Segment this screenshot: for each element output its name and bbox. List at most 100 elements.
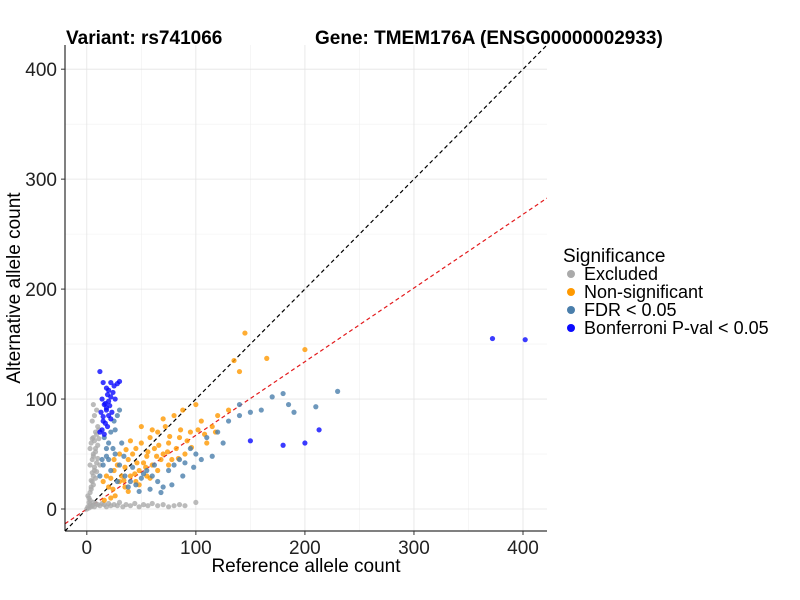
point-non-significant	[160, 416, 166, 422]
point-fdr-0-05	[291, 409, 297, 415]
point-excluded	[87, 445, 93, 452]
point-fdr-0-05	[187, 445, 194, 452]
point-non-significant	[125, 488, 131, 495]
point-non-significant	[122, 464, 128, 470]
point-fdr-0-05	[103, 453, 110, 459]
point-fdr-0-05	[335, 388, 341, 394]
point-excluded	[182, 503, 188, 509]
point-fdr-0-05	[151, 462, 158, 468]
point-non-significant	[225, 407, 232, 413]
point-bonferroni-p-val-0-05	[110, 389, 116, 396]
point-fdr-0-05	[97, 473, 103, 479]
point-excluded	[193, 499, 199, 506]
point-non-significant	[165, 440, 172, 446]
point-non-significant	[103, 473, 110, 479]
point-non-significant	[165, 462, 172, 468]
point-non-significant	[108, 495, 114, 501]
point-fdr-0-05	[147, 486, 153, 492]
point-fdr-0-05	[114, 478, 120, 485]
point-non-significant	[215, 412, 221, 419]
point-fdr-0-05	[110, 445, 116, 452]
x-tick-label: 400	[507, 538, 539, 559]
point-fdr-0-05	[193, 451, 199, 457]
point-bonferroni-p-val-0-05	[280, 442, 286, 448]
point-fdr-0-05	[313, 404, 319, 410]
x-axis-label: Reference allele count	[211, 556, 401, 577]
point-bonferroni-p-val-0-05	[116, 378, 123, 385]
point-excluded	[116, 499, 123, 506]
point-non-significant	[145, 449, 151, 455]
point-non-significant	[155, 467, 161, 474]
point-non-significant	[177, 427, 184, 433]
point-non-significant	[180, 407, 186, 413]
data-points	[84, 330, 528, 512]
point-non-significant	[158, 456, 164, 463]
point-fdr-0-05	[122, 473, 128, 479]
point-bonferroni-p-val-0-05	[99, 396, 105, 402]
point-non-significant	[100, 478, 106, 485]
point-fdr-0-05	[247, 409, 253, 415]
point-non-significant	[138, 440, 144, 446]
point-excluded	[95, 442, 101, 448]
point-non-significant	[302, 346, 308, 353]
point-excluded	[90, 401, 96, 408]
point-fdr-0-05	[136, 488, 142, 495]
point-fdr-0-05	[130, 464, 136, 470]
point-excluded	[88, 477, 94, 484]
point-non-significant	[101, 497, 107, 503]
point-fdr-0-05	[285, 401, 292, 408]
point-bonferroni-p-val-0-05	[522, 337, 528, 343]
point-fdr-0-05	[116, 407, 123, 413]
point-fdr-0-05	[103, 445, 110, 452]
point-non-significant	[127, 438, 134, 444]
point-fdr-0-05	[171, 462, 177, 468]
point-non-significant	[264, 355, 270, 361]
point-non-significant	[242, 330, 248, 336]
point-non-significant	[182, 451, 188, 457]
point-fdr-0-05	[155, 478, 161, 485]
axis-ticks: 0 100 200 300 400 0 100 200 300 400	[25, 60, 539, 559]
point-non-significant	[162, 423, 168, 430]
point-non-significant	[173, 445, 179, 452]
point-excluded	[132, 500, 138, 507]
point-excluded	[136, 504, 142, 510]
point-fdr-0-05	[133, 482, 139, 488]
point-excluded	[145, 503, 151, 509]
point-excluded	[92, 449, 99, 455]
point-non-significant	[130, 451, 136, 457]
legend-label-fdr-0-05: FDR < 0.05	[584, 300, 677, 320]
point-non-significant	[106, 484, 112, 490]
point-non-significant	[209, 423, 215, 430]
chart-title-gene: Gene: TMEM176A (ENSG00000002933)	[315, 28, 663, 49]
point-non-significant	[236, 368, 243, 375]
x-tick-label: 0	[82, 538, 93, 559]
point-bonferroni-p-val-0-05	[101, 431, 107, 437]
point-excluded	[87, 497, 93, 503]
point-excluded	[88, 486, 94, 492]
point-bonferroni-p-val-0-05	[112, 396, 118, 402]
point-fdr-0-05	[121, 453, 127, 459]
point-excluded	[85, 493, 91, 499]
point-non-significant	[160, 451, 166, 457]
point-excluded	[94, 407, 100, 413]
point-non-significant	[149, 427, 155, 433]
point-non-significant	[127, 473, 134, 479]
point-fdr-0-05	[220, 440, 226, 446]
point-fdr-0-05	[215, 429, 221, 435]
gridlines	[65, 45, 547, 531]
point-fdr-0-05	[236, 412, 243, 419]
x-tick-label: 300	[398, 538, 430, 559]
reference-line-fit	[65, 197, 547, 525]
reference-line-identity	[65, 45, 547, 531]
point-fdr-0-05	[108, 429, 114, 435]
legend-key-excluded	[567, 270, 575, 278]
point-fdr-0-05	[158, 489, 164, 496]
point-fdr-0-05	[116, 462, 123, 468]
legend-key-non-significant	[567, 288, 575, 296]
point-bonferroni-p-val-0-05	[316, 427, 322, 433]
point-bonferroni-p-val-0-05	[106, 387, 112, 393]
legend-label-bonferroni-p-val-0-05: Bonferroni P-val < 0.05	[584, 318, 769, 338]
point-bonferroni-p-val-0-05	[104, 423, 111, 430]
point-non-significant	[121, 477, 127, 484]
point-non-significant	[154, 453, 160, 459]
